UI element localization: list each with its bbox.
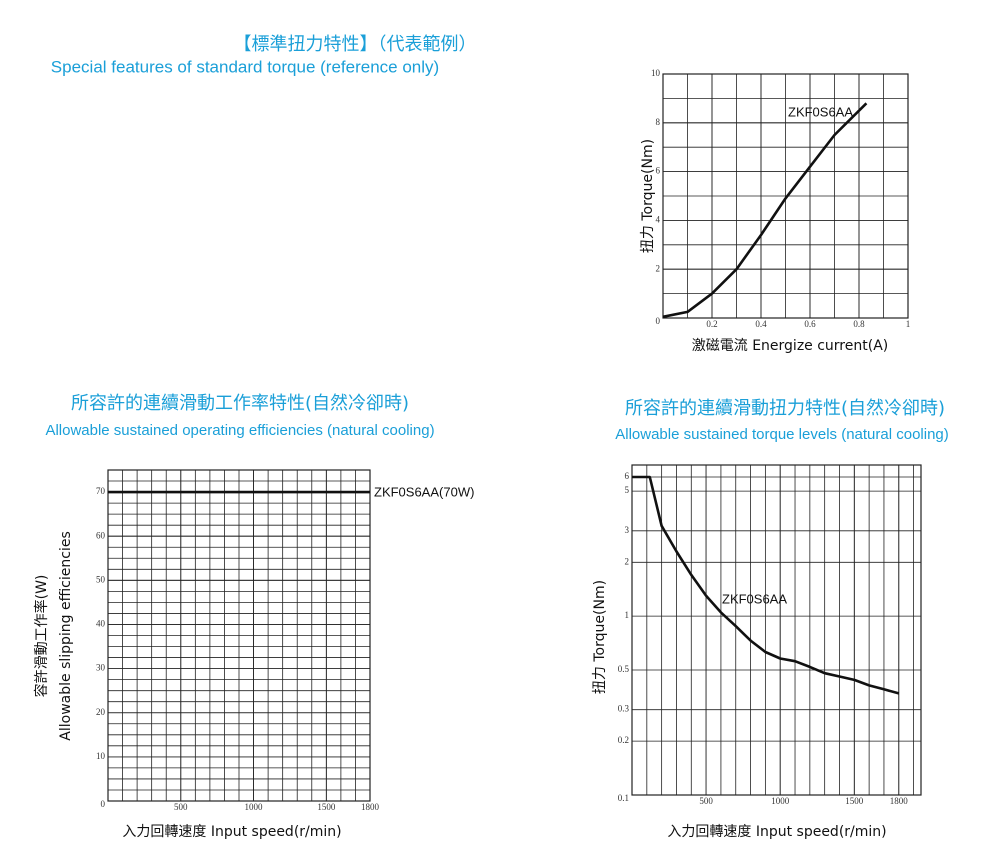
y-tick-label: 0.5 bbox=[618, 664, 630, 674]
y-tick-label: 0.3 bbox=[618, 704, 630, 714]
y-tick-label: 30 bbox=[96, 663, 106, 673]
x-tick-label: 0.8 bbox=[853, 319, 865, 329]
x-tick-label: 1500 bbox=[317, 802, 336, 812]
chart-title: 所容許的連續滑動扭力特性(自然冷卻時) bbox=[625, 398, 945, 419]
series-label: ZKF0S6AA(70W) bbox=[374, 484, 474, 499]
y-axis-label: 扭力 Torque(Nm) bbox=[640, 139, 656, 253]
x-tick-label: 0.6 bbox=[804, 319, 816, 329]
y-tick-label: 3 bbox=[625, 525, 630, 535]
y-tick-label: 0 bbox=[656, 316, 661, 326]
y-axis-label: 容許滑動工作率(W) bbox=[33, 575, 50, 698]
x-tick-label: 1800 bbox=[890, 796, 909, 806]
x-tick-label: 1800 bbox=[361, 802, 380, 812]
x-tick-label: 1 bbox=[906, 319, 911, 329]
chart-subtitle: Allowable sustained operating efficienci… bbox=[45, 422, 434, 439]
y-axis-label: 扭力 Torque(Nm) bbox=[592, 580, 608, 694]
x-tick-label: 500 bbox=[699, 796, 713, 806]
page-title: 【標準扭力特性】（代表範例） bbox=[234, 34, 477, 55]
y-tick-label: 40 bbox=[96, 619, 106, 629]
series-label: ZKF0S6AA bbox=[722, 591, 787, 606]
y-tick-label: 10 bbox=[651, 68, 661, 78]
y-tick-label: 0.1 bbox=[618, 793, 629, 803]
y-tick-label: 60 bbox=[96, 530, 106, 540]
x-axis-label: 入力回轉速度 Input speed(r/min) bbox=[122, 824, 341, 840]
y-tick-label: 5 bbox=[625, 485, 630, 495]
y-tick-label: 8 bbox=[656, 117, 661, 127]
chart-title: 所容許的連續滑動工作率特性(自然冷卻時) bbox=[71, 393, 409, 414]
x-tick-label: 1500 bbox=[845, 796, 864, 806]
y-tick-label: 0 bbox=[101, 799, 106, 809]
page-subtitle: Special features of standard torque (ref… bbox=[51, 57, 439, 76]
x-axis-label: 入力回轉速度 Input speed(r/min) bbox=[667, 824, 886, 840]
y-tick-label: 0.2 bbox=[618, 735, 629, 745]
plot-frame bbox=[631, 464, 922, 796]
x-tick-label: 500 bbox=[174, 802, 188, 812]
y-tick-label: 20 bbox=[96, 707, 106, 717]
y-tick-label: 6 bbox=[656, 166, 661, 176]
y-tick-label: 10 bbox=[96, 751, 106, 761]
y-tick-label: 4 bbox=[656, 214, 661, 224]
series-line bbox=[662, 102, 868, 319]
x-tick-label: 1000 bbox=[771, 796, 790, 806]
x-tick-label: 1000 bbox=[245, 802, 264, 812]
y-tick-label: 2 bbox=[625, 556, 630, 566]
chart-subtitle: Allowable sustained torque levels (natur… bbox=[615, 426, 949, 443]
series-line bbox=[632, 475, 900, 695]
y-tick-label: 70 bbox=[96, 486, 106, 496]
y-tick-label: 6 bbox=[625, 471, 630, 481]
y-tick-label: 2 bbox=[656, 263, 661, 273]
y-axis-label: Allowable slipping efficiencies bbox=[58, 531, 74, 740]
y-tick-label: 1 bbox=[625, 610, 630, 620]
y-tick-label: 50 bbox=[96, 574, 106, 584]
series-label: ZKF0S6AA bbox=[788, 104, 853, 119]
x-axis-label: 激磁電流 Energize current(A) bbox=[692, 337, 889, 354]
x-tick-label: 0.4 bbox=[755, 319, 767, 329]
x-tick-label: 0.2 bbox=[706, 319, 717, 329]
